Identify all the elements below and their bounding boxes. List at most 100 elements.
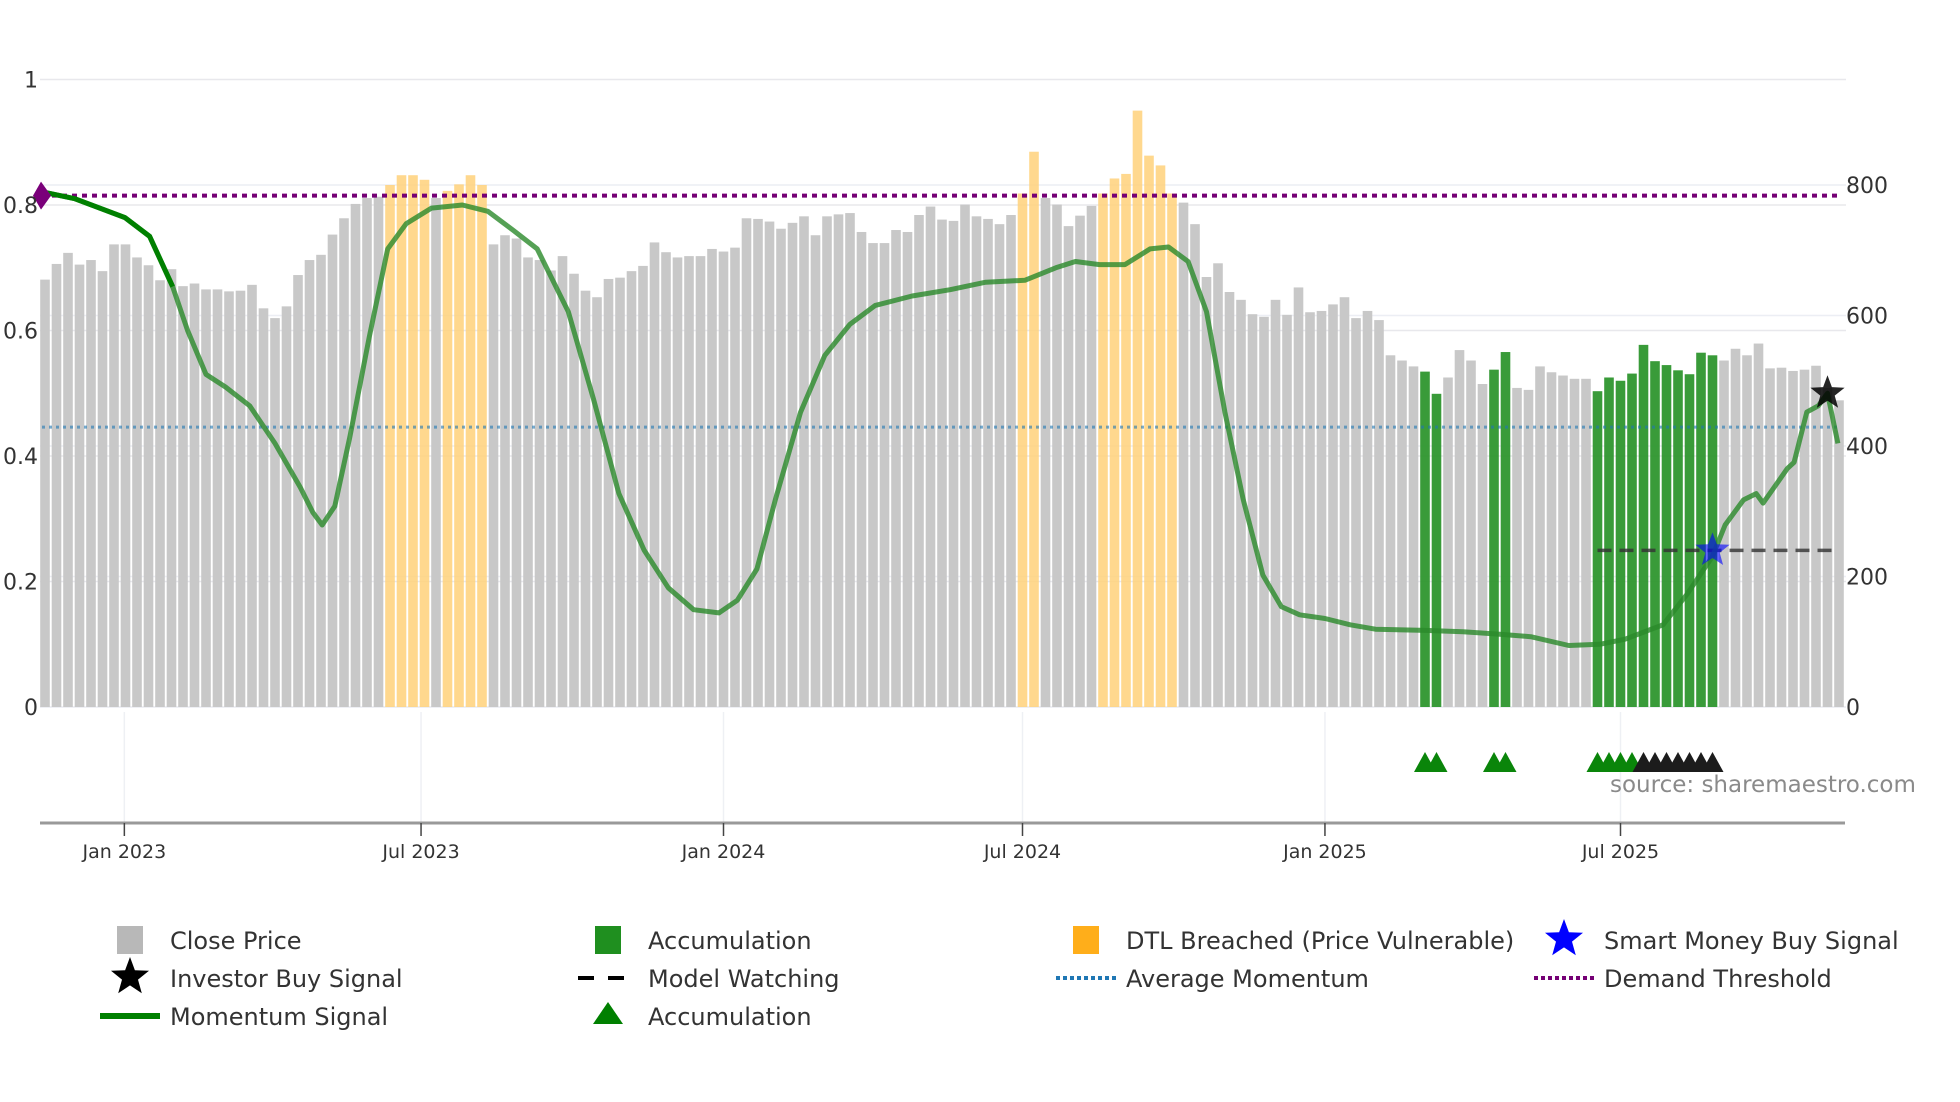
black-star-icon xyxy=(111,957,149,994)
close-price-bar xyxy=(132,257,142,707)
dtl-breached-bar xyxy=(1132,110,1143,708)
left-axis-tick-label: 0.2 xyxy=(3,571,38,596)
close-price-bar xyxy=(258,308,269,707)
momentum-signal-line xyxy=(44,190,1841,648)
dtl-breached-bar xyxy=(454,184,464,707)
close-price-bar xyxy=(879,243,890,707)
close-price-bar xyxy=(143,265,154,707)
close-price-bar xyxy=(270,318,280,707)
close-price-bar xyxy=(1339,297,1350,707)
close-price-bar xyxy=(1006,215,1016,707)
close-price-bar xyxy=(86,260,96,707)
accumulation-bar xyxy=(1707,355,1718,707)
close-price-bar xyxy=(511,238,522,707)
close-price-bar xyxy=(178,286,188,707)
accumulation-bar xyxy=(1489,369,1499,707)
close-price-bar xyxy=(97,271,108,707)
legend-item: Accumulation xyxy=(593,1002,812,1031)
close-price-bar xyxy=(580,290,591,707)
legend-label: Accumulation xyxy=(648,927,812,955)
right-axis-tick-label: 0 xyxy=(1846,696,1860,721)
close-price-bar xyxy=(799,216,809,707)
close-price-bar xyxy=(1546,372,1557,707)
legend-label: Close Price xyxy=(170,927,302,955)
close-price-bar xyxy=(1454,350,1465,707)
accumulation-bar xyxy=(1638,344,1649,707)
close-price-bar xyxy=(293,275,303,707)
close-price-bar xyxy=(833,214,844,708)
close-price-bar xyxy=(1799,369,1810,707)
momentum-signal-strong-segment xyxy=(44,190,175,288)
close-price-bar xyxy=(327,234,338,707)
x-tick-label: Jan 2024 xyxy=(681,841,766,863)
close-price-bar xyxy=(603,278,614,707)
close-price-bar xyxy=(569,273,579,707)
legend-label: Momentum Signal xyxy=(170,1003,388,1031)
legend-item: Close Price xyxy=(117,926,302,955)
blue-star-icon xyxy=(1545,919,1583,956)
close-price-bar xyxy=(1351,318,1361,707)
x-tick-label: Jul 2024 xyxy=(983,841,1061,863)
accumulation-bar xyxy=(1627,373,1637,707)
legend-item: Demand Threshold xyxy=(1534,965,1832,993)
close-price-bar xyxy=(626,271,637,707)
close-price-bar xyxy=(1443,377,1453,707)
close-price-bar xyxy=(281,306,292,707)
accumulation-bar xyxy=(1650,361,1660,707)
dtl-breached-bar xyxy=(396,175,407,707)
accumulation-bar xyxy=(1684,374,1695,707)
close-price-bar xyxy=(1247,314,1258,707)
close-price-bar xyxy=(684,256,694,707)
close-price-bar xyxy=(1397,360,1407,707)
close-price-bar xyxy=(155,280,165,707)
close-price-bar xyxy=(1270,299,1281,707)
close-price-bar xyxy=(753,218,763,707)
accumulation-bar xyxy=(1673,370,1683,707)
orange-square-icon xyxy=(1073,926,1099,954)
legend-item: Model Watching xyxy=(578,965,840,993)
legend-item: Investor Buy Signal xyxy=(111,957,403,994)
dtl-breached-bar xyxy=(419,179,430,707)
close-price-bar xyxy=(741,218,752,707)
dtl-breached-bar xyxy=(1098,193,1108,708)
legend-item: Accumulation xyxy=(595,926,812,955)
gray-square-icon xyxy=(117,926,143,954)
close-price-bar xyxy=(1788,370,1798,707)
left-axis-tick-label: 0.8 xyxy=(3,194,38,219)
close-price-bar xyxy=(1075,215,1085,708)
dark-signal-triangle xyxy=(1701,752,1724,772)
left-axis-tick-label: 0.4 xyxy=(3,445,38,470)
accumulation-bar xyxy=(1604,377,1614,707)
close-price-bar xyxy=(1305,312,1315,707)
dtl-breached-bar xyxy=(1155,165,1166,708)
dtl-breached-bar xyxy=(465,175,476,707)
close-price-bar xyxy=(247,284,257,707)
accumulation-bar xyxy=(1661,365,1672,707)
close-price-bar xyxy=(1535,366,1545,707)
legend-label: Average Momentum xyxy=(1126,965,1369,993)
investor-buy-star xyxy=(1810,375,1845,408)
close-price-bar xyxy=(212,289,223,707)
accumulation-bar xyxy=(1615,380,1626,707)
source-label: source: sharemaestro.com xyxy=(1610,772,1916,798)
x-tick-label: Jan 2025 xyxy=(1282,841,1367,863)
legend-label: Demand Threshold xyxy=(1604,965,1832,993)
close-price-bar xyxy=(1811,365,1821,707)
close-price-bar xyxy=(534,260,545,707)
dtl-breached-bar xyxy=(1144,155,1154,707)
close-price-bar xyxy=(1765,368,1775,707)
close-price-bar xyxy=(1569,378,1580,707)
legend-label: Accumulation xyxy=(648,1003,812,1031)
close-price-bar xyxy=(787,222,798,707)
close-price-bar xyxy=(1213,263,1223,707)
close-price-bar xyxy=(1477,384,1488,707)
close-price-bar xyxy=(546,270,556,707)
close-price-bar xyxy=(500,235,510,707)
close-price-bar xyxy=(1776,367,1787,707)
price-bars xyxy=(40,110,1844,708)
dtl-breached-bar xyxy=(1121,173,1131,708)
legend-item: Smart Money Buy Signal xyxy=(1545,919,1899,956)
accumulation-bar xyxy=(1500,352,1511,707)
close-price-bar xyxy=(1581,378,1591,707)
